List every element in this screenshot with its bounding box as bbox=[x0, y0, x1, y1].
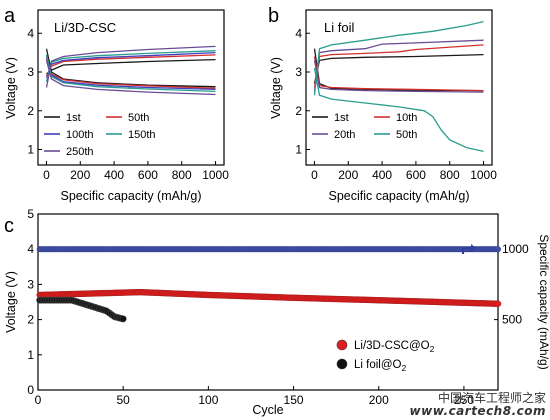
panel-c-xlabel: Cycle bbox=[252, 403, 283, 417]
a-xtick-label: 800 bbox=[172, 168, 192, 182]
b-charge-line-2 bbox=[313, 39, 484, 92]
panel-b: b Li foil 1 2 3 4 0 200 400 600 800 1000 1st 10th 20… bbox=[268, 5, 497, 203]
a-legend-label: 250th bbox=[66, 146, 94, 158]
b-legend-label: 20th bbox=[334, 129, 355, 141]
b-ytick-label: 4 bbox=[295, 26, 302, 40]
a-legend-label: 50th bbox=[128, 112, 149, 124]
a-xtick-label: 600 bbox=[138, 168, 158, 182]
a-xtick-label: 400 bbox=[104, 168, 124, 182]
watermark: 中国汽车工程师之家 www.cartech8.com bbox=[410, 392, 546, 418]
panel-a-xlabel: Specific capacity (mAh/g) bbox=[60, 189, 201, 203]
c-xtick-label: 250 bbox=[454, 393, 474, 407]
b-ytick-label: 3 bbox=[295, 65, 302, 79]
a-ytick-label: 2 bbox=[27, 104, 34, 118]
c-legend-label: Li foil@O2 bbox=[354, 359, 406, 373]
b-xtick-label: 0 bbox=[311, 168, 318, 182]
a-xtick-label: 0 bbox=[43, 168, 50, 182]
panel-a-ylabel: Voltage (V) bbox=[4, 57, 18, 119]
b-charge-line-3 bbox=[313, 20, 484, 96]
b-xtick-label: 600 bbox=[406, 168, 426, 182]
a-charge-line-0 bbox=[46, 58, 216, 75]
c-ytick-label: 4 bbox=[27, 242, 34, 256]
panel-b-label: b bbox=[268, 5, 279, 27]
c-xtick-label: 100 bbox=[198, 393, 218, 407]
b-xtick-label: 200 bbox=[338, 168, 358, 182]
c-capacity-point bbox=[495, 246, 502, 253]
panel-c-ylabel: Voltage (V) bbox=[4, 271, 18, 333]
a-discharge-line-4 bbox=[45, 60, 216, 96]
panel-b-ylabel: Voltage (V) bbox=[269, 57, 283, 119]
a-legend-label: 150th bbox=[128, 129, 156, 141]
c-legend-marker bbox=[336, 358, 348, 370]
panel-c-y2label: Specific capacity (mAh/g) bbox=[537, 234, 550, 369]
a-legend-label: 1st bbox=[66, 112, 81, 124]
panel-a-annotation: Li/3D-CSC bbox=[54, 20, 116, 35]
c-ytick-label: 2 bbox=[27, 313, 34, 327]
a-ytick-label: 1 bbox=[27, 143, 34, 157]
watermark-cn: 中国汽车工程师之家 bbox=[437, 391, 546, 405]
panel-a-label: a bbox=[4, 5, 16, 27]
b-discharge-line-1 bbox=[313, 56, 484, 92]
c-ytick-label: 3 bbox=[27, 277, 34, 291]
watermark-en: www.cartech8.com bbox=[409, 404, 546, 418]
a-xtick-label: 200 bbox=[70, 168, 90, 182]
a-discharge-line-3 bbox=[45, 54, 216, 93]
panel-a: a Li/3D-CSC 1 2 3 4 0 200 400 600 800 1000 1st 50th… bbox=[4, 5, 229, 203]
a-ytick-label: 3 bbox=[27, 65, 34, 79]
b-charge-line-1 bbox=[313, 44, 484, 88]
panel-a-frame bbox=[37, 9, 225, 166]
c-xtick-label: 200 bbox=[369, 393, 389, 407]
panel-b-frame bbox=[305, 9, 493, 166]
a-charge-line-4 bbox=[45, 45, 216, 88]
c-ytick-label: 0 bbox=[27, 383, 34, 397]
b-charge-line-0 bbox=[313, 53, 484, 84]
c-ytick-label: 1 bbox=[27, 348, 34, 362]
right-axis-arrow-icon bbox=[461, 244, 476, 254]
b-discharge-line-3 bbox=[313, 67, 484, 153]
b-legend-label: 1st bbox=[334, 112, 349, 124]
b-discharge-line-2 bbox=[313, 60, 484, 93]
c-ytick-label: 5 bbox=[27, 207, 34, 221]
a-legend-label: 100th bbox=[66, 129, 94, 141]
c-legend-label: Li/3D-CSC@O2 bbox=[354, 340, 435, 354]
c-xtick-label: 0 bbox=[35, 393, 42, 407]
a-ytick-label: 4 bbox=[27, 26, 34, 40]
c-li3dcsc-point bbox=[494, 300, 502, 307]
c-y2tick-label: 500 bbox=[502, 313, 522, 327]
panel-b-annotation: Li foil bbox=[324, 20, 354, 35]
c-y2tick-label: 1000 bbox=[502, 242, 529, 256]
b-ytick-label: 1 bbox=[295, 143, 302, 157]
a-xtick-label: 1000 bbox=[202, 168, 229, 182]
panel-c-label: c bbox=[4, 215, 14, 237]
b-xtick-label: 400 bbox=[372, 168, 392, 182]
c-legend-marker bbox=[336, 339, 348, 351]
c-lifoil-point bbox=[119, 315, 127, 323]
b-xtick-label: 800 bbox=[440, 168, 460, 182]
b-legend-label: 50th bbox=[396, 129, 417, 141]
b-legend-label: 10th bbox=[396, 112, 417, 124]
panel-b-xlabel: Specific capacity (mAh/g) bbox=[328, 189, 469, 203]
c-xtick-label: 150 bbox=[284, 393, 304, 407]
b-ytick-label: 2 bbox=[295, 104, 302, 118]
b-xtick-label: 1000 bbox=[470, 168, 497, 182]
c-xtick-label: 50 bbox=[117, 393, 131, 407]
